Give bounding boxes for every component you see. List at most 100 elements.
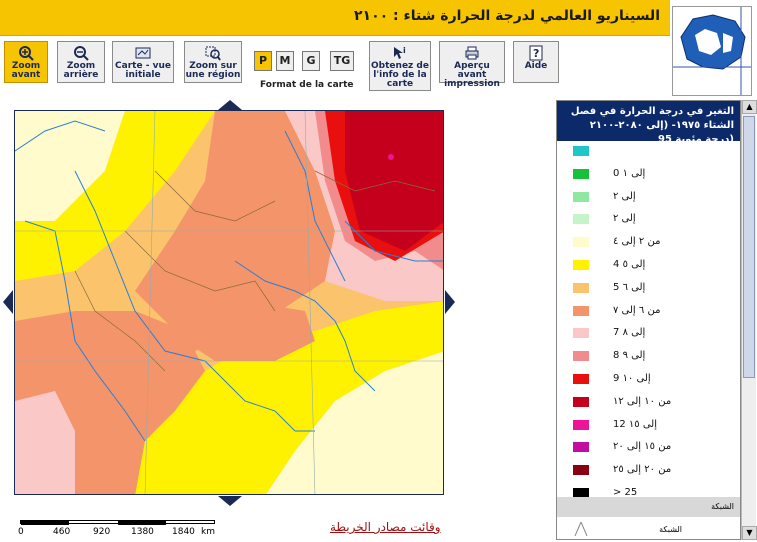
title-bar: السيناريو العالمي لدرجة الحرارة شتاء : ٢… [0, 0, 670, 36]
legend-swatch [573, 351, 589, 362]
zoom-out-button[interactable]: Zoom arrière [57, 41, 105, 83]
legend-label: من ٢ إلى ٤ [613, 236, 661, 248]
print-preview-button[interactable]: Aperçu avant impression [439, 41, 505, 89]
legend-label: إلى ٩ 8 [613, 350, 646, 362]
overview-map-icon [673, 7, 751, 95]
format-g-button[interactable]: G [302, 51, 320, 71]
zoom-region-label: Zoom sur une région [185, 61, 241, 80]
legend-swatch [573, 465, 589, 476]
legend-item: إلى ١٥ 12 [557, 415, 740, 437]
legend-label: إلى ٦ 5 [613, 281, 646, 293]
map-canvas[interactable] [14, 110, 444, 495]
help-icon: ? [529, 45, 543, 61]
scale-tick-920: 920 [93, 527, 111, 537]
format-m-button[interactable]: M [276, 51, 294, 71]
legend-label: إلى ١٥ 12 [613, 418, 658, 430]
legend-swatch [573, 442, 589, 453]
zoom-in-button[interactable]: Zoom avant [4, 41, 48, 83]
legend-title: التغير في درجة الحرارة في فصل الشتاء ١٩٧… [557, 101, 740, 145]
scale-tick-1840: 1840 [172, 527, 195, 537]
legend-swatch [573, 396, 589, 407]
legend-scrollbar[interactable]: ▲ ▼ [741, 100, 757, 540]
scroll-thumb[interactable] [743, 116, 755, 378]
initial-map-button[interactable]: Carte - vue initiale [112, 41, 174, 83]
scale-tick-1380: 1380 [131, 527, 154, 537]
temperature-map [15, 111, 443, 494]
legend-item: إلى ٩ 8 [557, 346, 740, 368]
get-info-label: Obtenez de l'info de la carte [371, 61, 429, 89]
legend-label: إلى ٢ [613, 190, 636, 202]
legend-item: إلى ٢ [557, 187, 740, 209]
legend-swatch [573, 214, 589, 225]
legend-swatch [573, 168, 589, 179]
scale-bar [20, 520, 215, 525]
legend-section-header: الشبكة [557, 497, 740, 517]
legend-label: إلى ٥ 4 [613, 259, 646, 270]
zoom-in-icon [19, 46, 34, 61]
zoom-out-icon [74, 46, 89, 61]
format-label: Format de la carte [260, 80, 354, 90]
pan-west-arrow[interactable] [3, 290, 13, 314]
format-tg-button[interactable]: TG [330, 51, 354, 71]
legend-label: إلى ٢ [613, 213, 636, 225]
legend-item: إلى ٥ 4 [557, 255, 740, 277]
legend-swatch [573, 488, 589, 498]
legend-swatch [573, 305, 589, 316]
legend-grid-row: الشبكة [557, 519, 740, 539]
scale-tick-460: 460 [53, 527, 71, 537]
legend-panel: التغير في درجة الحرارة في فصل الشتاء ١٩٧… [556, 100, 741, 540]
legend-swatch [573, 146, 589, 156]
legend-swatch [573, 328, 589, 339]
pan-east-arrow[interactable] [445, 290, 455, 314]
legend-item: من ١٠ إلى ١٢ [557, 392, 740, 414]
legend-item: إلى ١٠ 9 [557, 369, 740, 391]
initial-map-label: Carte - vue initiale [115, 61, 171, 80]
help-label: Aide [524, 61, 548, 71]
svg-text:?: ? [533, 47, 539, 60]
help-button[interactable]: ? Aide [513, 41, 559, 83]
legend-swatch [573, 191, 589, 202]
legend-label: من ٦ إلى ٧ [613, 304, 661, 316]
scroll-down-button[interactable]: ▼ [742, 526, 757, 540]
printer-icon [465, 46, 479, 60]
zoom-region-icon [205, 46, 221, 61]
legend-label: من ١٥ إلى ٢٠ [613, 441, 672, 453]
legend-item: إلى ٦ 5 [557, 278, 740, 300]
legend-item: إلى ١ 0 [557, 164, 740, 186]
overview-map-thumbnail[interactable] [672, 6, 752, 96]
zoom-out-label: Zoom arrière [63, 61, 99, 80]
legend-label: > 25 [613, 487, 638, 498]
legend-swatch [573, 374, 589, 384]
format-p-button[interactable]: P [254, 51, 272, 71]
get-info-button[interactable]: i Obtenez de l'info de la carte [369, 41, 431, 91]
page-title: السيناريو العالمي لدرجة الحرارة شتاء : ٢… [354, 8, 660, 24]
legend-grid-label: الشبكة [659, 525, 682, 534]
legend-swatch [573, 282, 589, 293]
legend-item: من ١٥ إلى ٢٠ [557, 437, 740, 459]
scale-unit: km [201, 527, 215, 537]
legend-swatch [573, 419, 589, 430]
legend-item: من ٦ إلى ٧ [557, 301, 740, 323]
pan-south-arrow[interactable] [218, 496, 242, 506]
print-preview-label: Aperçu avant impression [444, 61, 500, 89]
legend-item: من ٢٠ إلى ٢٥ [557, 460, 740, 482]
legend-swatch [573, 237, 589, 248]
map-sources-link[interactable]: وقائت مصادر الخريطة [330, 520, 441, 534]
legend-label: إلى ٨ 7 [613, 327, 646, 339]
svg-text:i: i [403, 46, 406, 55]
legend-item: من ٢ إلى ٤ [557, 232, 740, 254]
legend-label: من ١٠ إلى ١٢ [613, 395, 672, 407]
legend-label: من ٢٠ إلى ٢٥ [613, 464, 672, 476]
zoom-in-label: Zoom avant [11, 61, 41, 80]
zoom-region-button[interactable]: Zoom sur une région [184, 41, 242, 83]
pan-north-arrow[interactable] [218, 100, 242, 110]
scale-tick-0: 0 [18, 527, 24, 537]
legend-item: إلى ٨ 7 [557, 323, 740, 345]
toolbar: Zoom avant Zoom arrière Carte - vue init… [0, 37, 670, 97]
grid-line-icon [574, 522, 588, 536]
legend-item: > 25 [557, 483, 740, 505]
legend-swatch [573, 260, 589, 270]
info-cursor-icon: i [394, 46, 406, 59]
legend-item: إلى ٢ [557, 209, 740, 231]
scroll-up-button[interactable]: ▲ [742, 100, 757, 114]
